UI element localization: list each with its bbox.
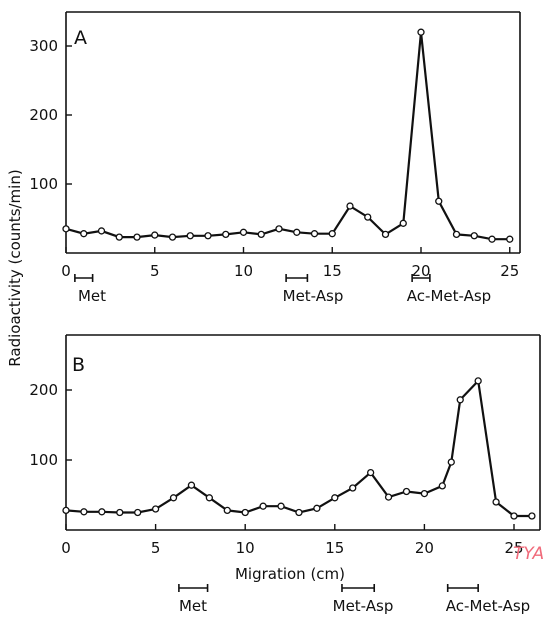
data-point [62,506,70,515]
data-point [259,502,267,510]
data-point [399,219,407,227]
data-point [115,233,123,241]
data-point [470,232,478,240]
data-point [417,28,425,36]
data-point [62,225,70,233]
data-point [295,508,303,517]
data-point [241,508,249,517]
data-point [510,512,518,520]
x-tick-label: 25 [504,539,523,557]
data-point [366,468,375,477]
x-axis-label: Migration (cm) [235,565,345,583]
data-point [506,235,514,243]
data-point [310,230,319,238]
panel-a: A 0 5 10 15 20 25 100 200 300 Met Met-Asp Ac-Met-Asp [29,11,521,305]
x-tick-label: 15 [323,262,342,280]
data-point [169,494,178,502]
standard-label: Met-Asp [333,597,394,615]
data-point [328,230,336,238]
data-point [331,494,339,502]
data-point [384,493,393,501]
panel-label: B [72,354,85,376]
data-point [364,213,372,221]
data-point [97,227,106,235]
data-point [168,233,177,241]
data-point [151,505,160,513]
data-point [80,508,88,516]
data-point [346,202,354,210]
y-tick-label: 200 [29,106,58,124]
x-tick-label: 20 [411,262,430,280]
data-point [420,489,429,498]
data-point [116,508,124,517]
data-point [528,512,536,520]
standard-label: Met [179,597,207,615]
x-tick-label: 5 [151,539,161,557]
data-point [349,484,357,492]
data-point [435,197,443,205]
data-point [187,481,196,489]
data-point [438,482,446,490]
data-point [293,228,301,236]
data-point [223,506,231,515]
data-point [186,232,194,240]
data-point [452,230,461,239]
x-tick-label: 0 [61,539,71,557]
y-tick-label: 200 [29,381,58,399]
standard-label: Met [78,287,106,305]
data-point [381,230,390,239]
data-point [134,508,142,517]
data-point [488,235,496,243]
x-tick-label: 10 [234,262,253,280]
x-tick-label: 10 [236,539,255,557]
data-point [80,230,88,238]
data-point [447,458,455,466]
x-tick-label: 0 [61,262,71,280]
x-tick-label: 15 [325,539,344,557]
y-tick-label: 100 [29,451,58,469]
data-point [151,231,159,239]
panel-b: B 0 5 10 15 20 25 100 200 Met Met-Asp Ac-Met-Asp [29,334,541,615]
data-point [133,233,141,241]
data-point [239,228,248,236]
data-point [456,396,464,404]
standard-label: Ac-Met-Asp [407,287,491,305]
data-point [222,230,230,239]
series-line [65,32,510,241]
data-point [257,230,265,239]
x-tick-label: 5 [150,262,160,280]
standard-label: Met-Asp [283,287,344,305]
data-point [492,498,500,506]
y-tick-label: 300 [29,37,58,55]
x-tick-label: 25 [500,262,519,280]
data-point [277,502,285,510]
y-axis-label: Radioactivity (counts/min) [6,169,24,366]
x-tick-label: 20 [415,539,434,557]
data-point [313,504,321,512]
data-point [474,377,482,385]
data-point [204,232,212,240]
data-point [402,487,411,496]
y-tick-label: 100 [29,175,58,193]
data-point [275,225,283,233]
standard-label: Ac-Met-Asp [446,597,530,615]
margin-mark: TYA [513,544,544,564]
panel-label: A [74,27,87,49]
data-point [98,508,106,516]
data-point [205,494,214,502]
series-line [65,378,532,518]
